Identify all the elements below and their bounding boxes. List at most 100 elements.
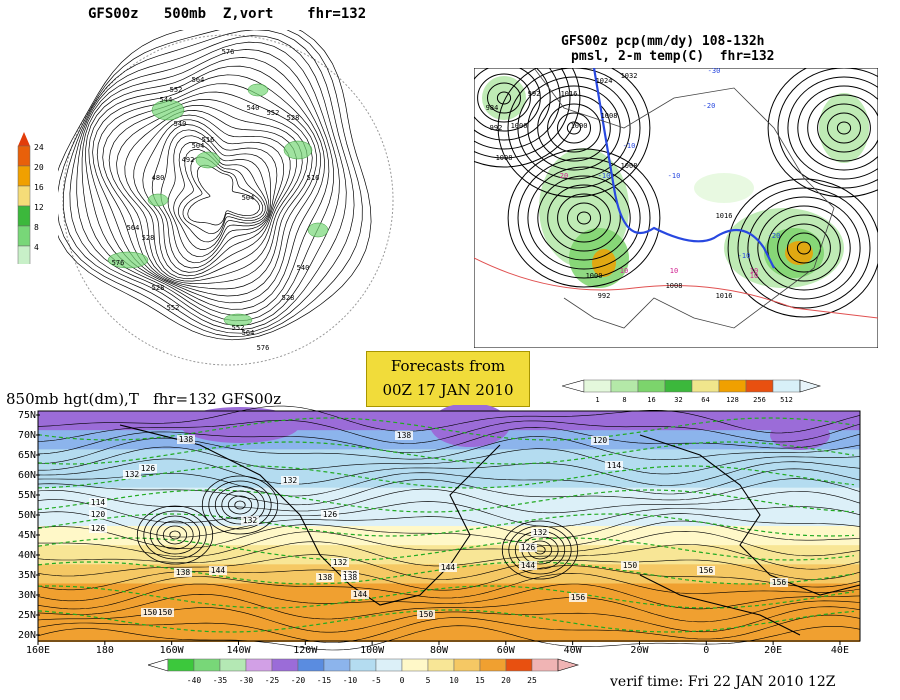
contour-label: 120 <box>91 510 106 519</box>
label-bg <box>770 578 788 587</box>
isobar-label: -10 <box>738 252 751 260</box>
height-contour <box>37 478 861 506</box>
isobar-label: 10 <box>620 267 628 275</box>
lat-label: 55N <box>18 490 36 501</box>
legend-swatch <box>610 379 639 393</box>
isobar <box>817 103 871 153</box>
contour-label: 126 <box>323 510 338 519</box>
isobar-label: 1008 <box>496 154 513 162</box>
low-contour <box>201 475 279 535</box>
legend-label: 10 <box>449 676 459 685</box>
isobar <box>737 187 871 309</box>
height-contour <box>38 530 861 558</box>
label-bg <box>281 476 299 485</box>
height-contour <box>37 572 861 602</box>
height-contour <box>37 405 861 434</box>
legend-label: -10 <box>343 676 358 685</box>
height-contour <box>58 30 363 337</box>
label-bg <box>697 566 715 575</box>
lon-label: 40E <box>831 645 849 656</box>
coastlines <box>533 68 835 329</box>
lat-label: 20N <box>18 630 36 641</box>
legend-label: 128 <box>726 396 739 404</box>
isobar <box>557 112 591 144</box>
vorticity-blob <box>195 151 221 169</box>
isotherm <box>37 537 855 561</box>
lon-label: 20E <box>764 645 782 656</box>
legend-swatch <box>17 185 31 207</box>
isobar <box>547 184 621 252</box>
contour-label: 156 <box>571 593 586 602</box>
cold-pool <box>180 407 300 443</box>
coastline-north-america <box>119 424 501 606</box>
lon-label: 180 <box>96 645 114 656</box>
low-contour <box>156 520 194 550</box>
label-bg <box>89 510 107 519</box>
legend-label: 8 <box>622 396 626 404</box>
contour-label: 528 <box>142 234 155 242</box>
height-contour <box>124 110 297 280</box>
lat-label: 25N <box>18 610 36 621</box>
label-bg <box>316 573 334 582</box>
contour-label: 504 <box>242 194 255 202</box>
contour-label: 150 <box>623 561 638 570</box>
legend-label: 12 <box>34 203 44 212</box>
contour-label: 552 <box>232 324 245 332</box>
vorticity-blob <box>147 193 169 207</box>
contour-label: 144 <box>441 563 456 572</box>
legend-swatch <box>219 658 247 672</box>
lon-label: 60W <box>497 645 516 656</box>
label-bg <box>241 516 259 525</box>
contour-label: 156 <box>699 566 714 575</box>
precip-area <box>592 249 616 277</box>
vorticity-shading <box>107 83 329 327</box>
contour-label: 540 <box>174 120 187 128</box>
vorticity-blob <box>247 83 269 97</box>
coastlines <box>119 424 861 636</box>
low-contour <box>208 480 272 530</box>
isotherm <box>37 441 855 465</box>
vorticity-blob <box>307 222 329 238</box>
precip-area <box>819 93 869 163</box>
temp-band <box>38 449 860 470</box>
contour-label: 540 <box>247 104 260 112</box>
isobar-label: -10 <box>668 172 681 180</box>
isobar-label: 1016 <box>561 90 578 98</box>
isobar <box>527 166 641 270</box>
contour-label: 138 <box>179 435 194 444</box>
legend-label: -40 <box>187 676 202 685</box>
legend-swatch <box>772 379 801 393</box>
height-contour <box>37 426 861 455</box>
contour-label: 552 <box>170 86 183 94</box>
height-contour <box>37 520 861 549</box>
height-contour <box>187 164 260 226</box>
isobar <box>474 68 541 132</box>
height-contour <box>37 625 861 651</box>
precip-color-legend: 1 8 16 32 64 128 256 512 <box>562 379 822 404</box>
temp-band <box>38 545 860 566</box>
lon-label: 140W <box>226 645 251 656</box>
height-contour <box>116 105 303 282</box>
isobar <box>767 68 878 198</box>
legend-label: 256 <box>753 396 766 404</box>
legend-label: -15 <box>317 676 332 685</box>
isobar-label: 1000 <box>571 122 588 130</box>
legend-swatch <box>323 658 351 672</box>
contour-label: 132 <box>125 470 140 479</box>
legend-arrow-left <box>562 379 585 393</box>
contour-label: 126 <box>521 543 536 552</box>
legend-label: 0 <box>400 676 405 685</box>
lat-label: 60N <box>18 470 36 481</box>
legend-arrow-right <box>799 379 822 393</box>
label-bg <box>331 558 349 567</box>
isobar <box>487 82 521 114</box>
legend-label: 15 <box>475 676 485 685</box>
label-bg <box>621 561 639 570</box>
vorticity-blob <box>107 251 149 269</box>
legend-label: -35 <box>213 676 228 685</box>
isobar-label: -30 <box>708 68 721 75</box>
isobar <box>567 202 601 234</box>
low-contour <box>227 495 253 515</box>
precip-area <box>785 241 813 265</box>
isobar <box>547 103 601 153</box>
